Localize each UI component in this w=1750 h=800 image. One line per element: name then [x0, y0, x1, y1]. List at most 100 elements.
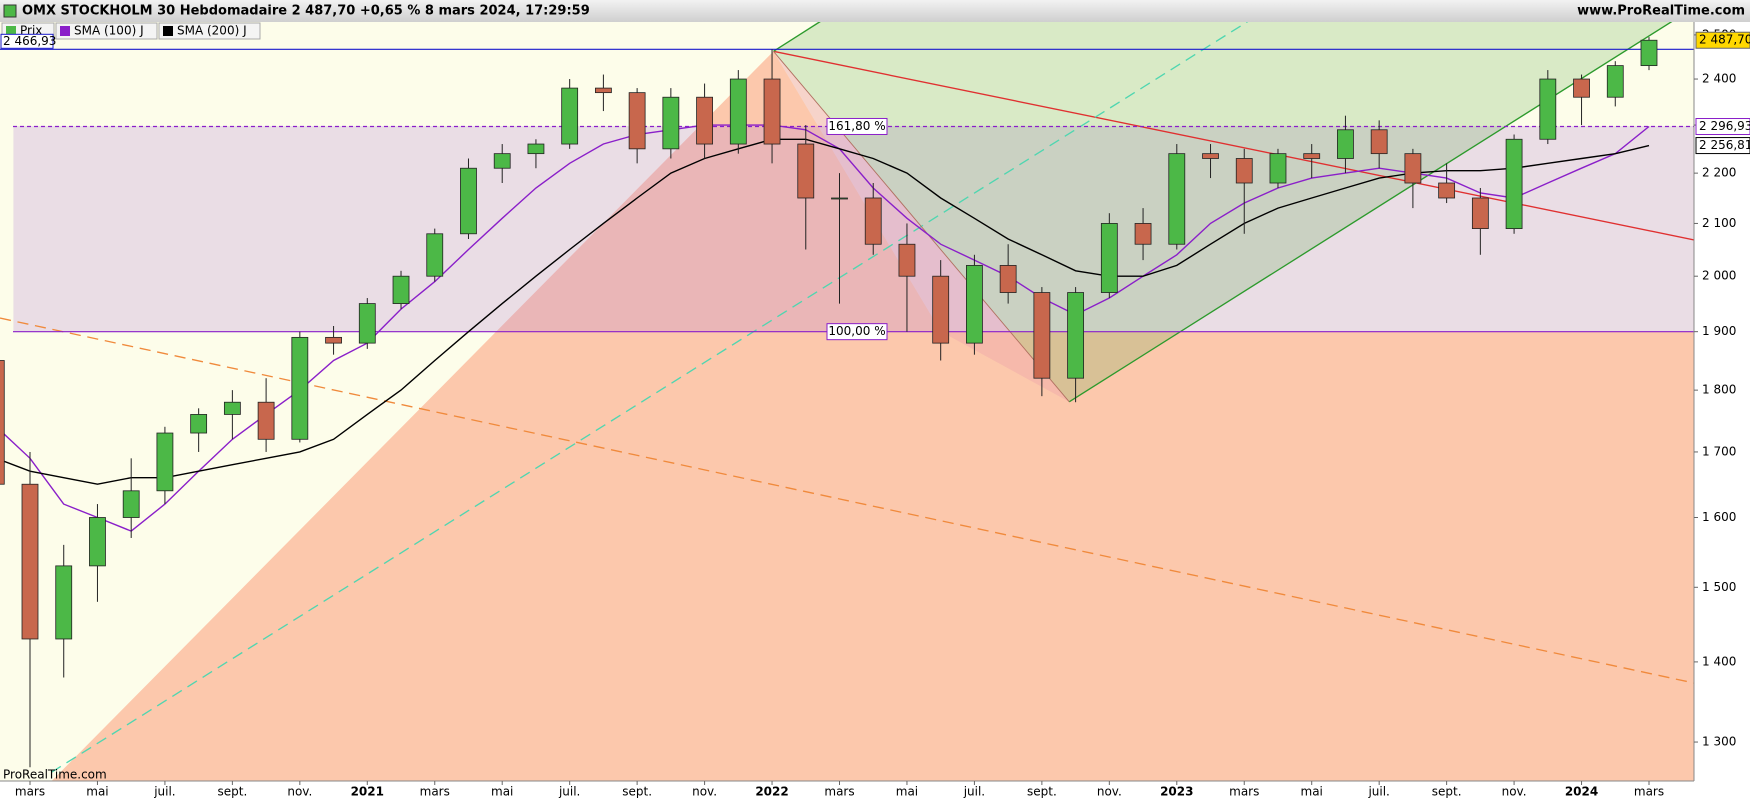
x-tick-label: nov. [1502, 785, 1527, 799]
x-tick-label: mars [420, 785, 450, 799]
candle-body [696, 96, 713, 145]
y-tick-label: 2 100 [1702, 216, 1736, 230]
candle-body [325, 336, 342, 344]
legend-swatch [6, 26, 16, 36]
y-tick-label: 1 700 [1702, 444, 1736, 458]
y-tick-label: 2 200 [1702, 166, 1736, 180]
candle-body [358, 303, 376, 344]
x-tick-label: nov. [1097, 785, 1122, 799]
x-tick-label: juil. [558, 785, 580, 799]
x-tick-label: 2021 [351, 785, 384, 799]
candle-body [392, 275, 410, 304]
x-tick-label: sept. [622, 785, 652, 799]
green-zone [773, 22, 1672, 402]
candle-body [460, 167, 477, 235]
legend-swatch [60, 26, 70, 36]
instrument-icon [3, 4, 17, 18]
candle-body [1438, 182, 1456, 199]
candle-body [831, 197, 848, 200]
candle-body [966, 265, 983, 344]
x-tick-label: juil. [153, 785, 175, 799]
level-label: 2 466,93 [3, 34, 56, 48]
y-tick-label: 2 400 [1702, 72, 1736, 86]
x-tick-label: juil. [1367, 785, 1389, 799]
candle-body [1606, 65, 1624, 98]
source: www.ProRealTime.com [1577, 4, 1745, 19]
candle-body [156, 432, 174, 492]
y-tick-label: 1 900 [1702, 324, 1736, 338]
candle-body [1134, 223, 1152, 245]
candle-body [493, 153, 511, 169]
header-bar [0, 0, 1750, 22]
candle-body [1269, 153, 1287, 184]
x-tick-label: juil. [963, 785, 985, 799]
candle-body [763, 78, 781, 145]
candle-body [662, 96, 680, 150]
candle-body [1067, 292, 1085, 379]
series-layer: 100,00 % 161,80 % [0, 37, 1694, 768]
candle-body [729, 78, 747, 145]
candle-body [0, 360, 5, 485]
candle-body [291, 336, 309, 440]
candle-body [1337, 129, 1354, 159]
x-tick-label: sept. [1027, 785, 1057, 799]
candle-body [932, 275, 950, 344]
candle-body [1168, 153, 1186, 245]
candle-body [561, 87, 579, 145]
fib-label: 100,00 % [828, 324, 885, 338]
trend-line [50, 22, 1249, 773]
x-tick-label: 2023 [1160, 785, 1193, 799]
y-tick-label: 1 500 [1702, 580, 1736, 594]
candle-body [628, 92, 646, 150]
x-tick-label: mars [1634, 785, 1664, 799]
y-tick-label: 1 600 [1702, 510, 1736, 524]
y-tick-label: 1 300 [1702, 735, 1736, 749]
candle-body [864, 197, 882, 245]
candle-body [1539, 78, 1557, 140]
candle-body [999, 265, 1017, 293]
legend-swatch [163, 26, 173, 36]
drawings [0, 22, 1694, 781]
candle-body [1100, 223, 1118, 293]
salmon-zone [51, 51, 1694, 781]
x-tick-label: 2022 [755, 785, 788, 799]
y-tick-label: 2 000 [1702, 269, 1736, 283]
trend-line [0, 317, 1694, 684]
x-tick-label: nov. [692, 785, 717, 799]
last-value-label: 2 296,93 [1699, 119, 1750, 133]
candle-body [527, 143, 545, 155]
trend-line [773, 50, 1694, 241]
x-tick-label: sept. [1432, 785, 1462, 799]
x-tick-label: mars [1229, 785, 1259, 799]
candle-body [89, 517, 106, 567]
y-tick-label: 1 400 [1702, 654, 1736, 668]
level-label-box [0, 33, 54, 49]
chart-title: OMX STOCKHOLM 30 Hebdomadaire 2 487,70 +… [22, 4, 590, 19]
candle-body [223, 401, 241, 415]
candle-body [1370, 129, 1388, 155]
channel-line [773, 51, 1070, 403]
x-tick-label: 2024 [1565, 785, 1598, 799]
candle-body [190, 414, 208, 434]
legend-label: SMA (100) J [74, 24, 144, 38]
x-tick-label: nov. [287, 785, 312, 799]
candle-body [21, 483, 39, 640]
fib-label-box [826, 323, 888, 341]
x-tick-label: sept. [217, 785, 247, 799]
candle-body [1505, 138, 1523, 230]
candle-body [122, 490, 140, 518]
x-tick-label: mars [15, 785, 45, 799]
y-tick-label: 1 800 [1702, 383, 1736, 397]
candle-body [257, 401, 275, 440]
channel-line [773, 22, 821, 52]
candle-body [426, 233, 444, 277]
legend-frame [158, 22, 261, 40]
candle-body [1573, 78, 1590, 98]
fib-label-box [826, 117, 888, 135]
fib-label: 161,80 % [828, 119, 885, 133]
x-tick-label: mai [491, 785, 513, 799]
last-value-label: 2 256,81 [1699, 138, 1750, 152]
candle-body [594, 87, 612, 94]
legend-label: SMA (200) J [177, 24, 247, 38]
